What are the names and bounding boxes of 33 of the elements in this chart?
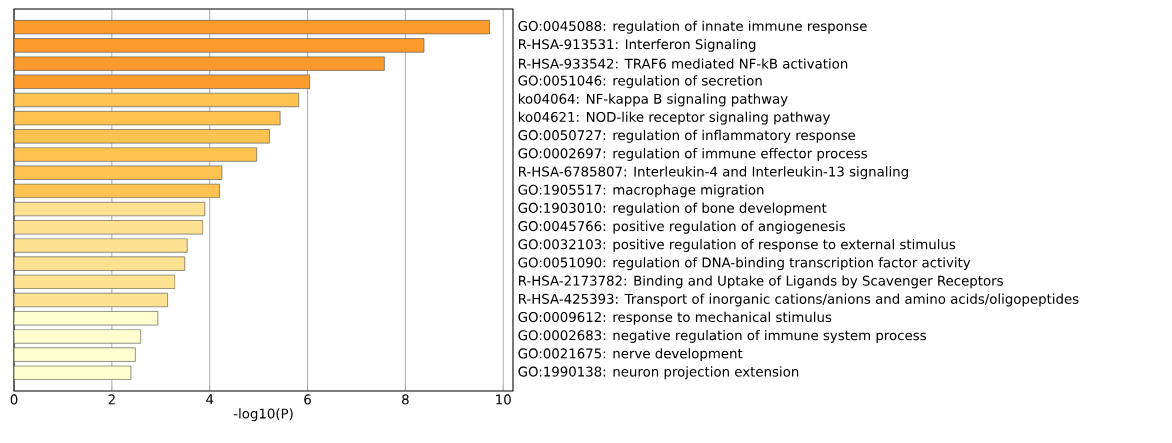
x-tick-label: 2 — [108, 394, 115, 405]
y-tick-label: GO:0002683: negative regulation of immune system process — [518, 329, 926, 343]
y-tick-label: R-HSA-913531: Interferon Signaling — [519, 38, 756, 52]
x-tick-label: 8 — [402, 394, 409, 405]
y-tick-label: GO:0045766: positive regulation of angiogenesis — [518, 220, 846, 234]
x-tick-label: 10 — [496, 394, 511, 405]
y-tick-label: GO:0050727: regulation of inflammatory response — [518, 129, 856, 143]
x-axis-title: -log10(P) — [233, 408, 293, 422]
bar — [14, 256, 186, 271]
y-tick-label: GO:0032103: positive regulation of response to external stimulus — [518, 239, 956, 252]
x-tick-label: 0 — [10, 394, 18, 405]
y-tick-label: GO:1905517: macrophage migration — [518, 184, 764, 198]
y-tick-label: GO:0002697: regulation of immune effector process — [518, 148, 867, 161]
y-tick-label: ko04621: NOD-like receptor signaling pathway — [518, 111, 831, 125]
y-tick-label: R-HSA-6785807: Interleukin-4 and Interleukin-13 signaling — [519, 166, 908, 180]
bar — [14, 329, 142, 344]
y-tick-label: R-HSA-933542: TRAF6 mediated NF-kB activation — [519, 58, 848, 69]
x-tick-label: 4 — [206, 394, 214, 405]
y-tick-label: GO:0021675: nerve development — [518, 348, 743, 362]
y-tick-label: R-HSA-425393: Transport of inorganic cations/anions and amino acids/oligopeptides — [519, 293, 1079, 307]
bar — [14, 274, 176, 290]
bar — [14, 56, 385, 71]
y-tick-label: GO:0051046: regulation of secretion — [518, 75, 762, 89]
y-tick-label: R-HSA-2173782: Binding and Uptake of Ligands by Scavenger Receptors — [519, 275, 1003, 289]
y-tick-label: GO:0051090: regulation of DNA-binding transcription factor activity — [518, 257, 971, 271]
bar — [14, 347, 136, 362]
y-tick-label: GO:0009612: response to mechanical stimulus — [518, 311, 832, 325]
y-tick-label: GO:1903010: regulation of bone development — [518, 202, 827, 216]
bar — [14, 74, 311, 89]
y-tick-label: ko04064: NF-kappa B signaling pathway — [518, 93, 788, 107]
y-tick-label: GO:0045088: regulation of innate immune response — [518, 20, 867, 34]
x-tick-label: 6 — [304, 394, 311, 405]
y-tick-label: GO:1990138: neuron projection extension — [518, 366, 799, 380]
